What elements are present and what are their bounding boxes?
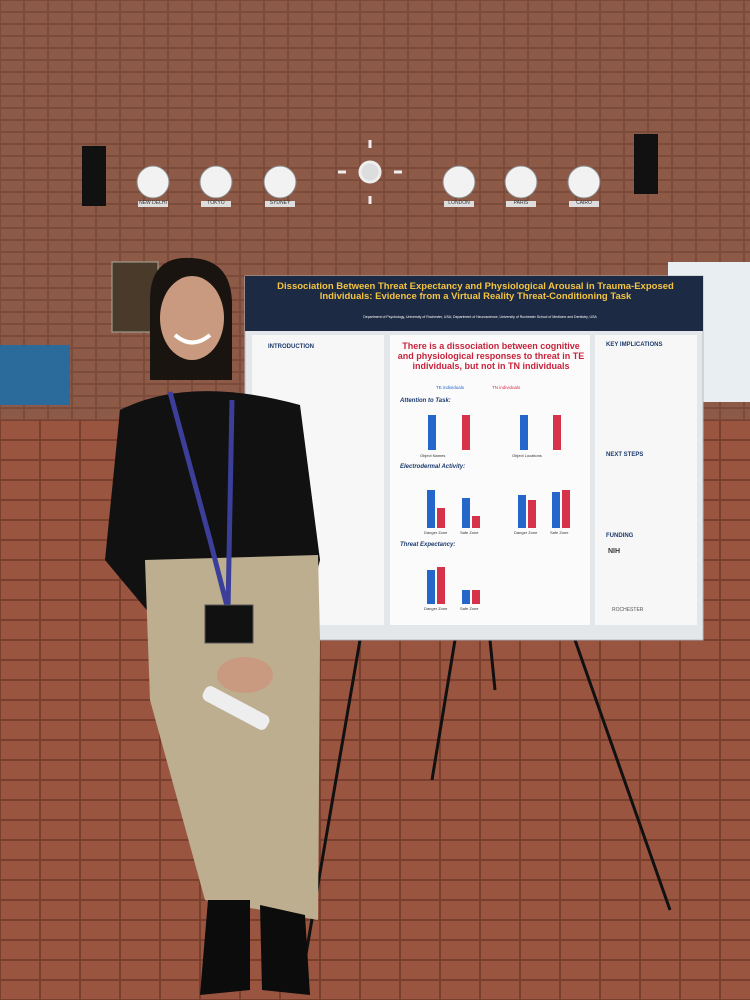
section-heading: KEY IMPLICATIONS — [606, 342, 663, 348]
poster-bars — [427, 415, 570, 604]
chart-label: Safe Zone — [460, 606, 479, 611]
chart-label: Danger Zone — [514, 530, 538, 535]
clock — [567, 165, 601, 199]
clock-label: PARIS — [506, 200, 536, 207]
chart-label: Safe Zone — [550, 530, 569, 535]
section-heading: INTRODUCTION — [268, 344, 314, 350]
chart-label: Danger Zone — [424, 606, 448, 611]
clock-label: SYDNEY — [265, 200, 295, 207]
legend-item: TE individuals — [436, 385, 465, 390]
clock — [263, 165, 297, 199]
speaker — [634, 134, 658, 194]
clock-label: CAIRO — [569, 200, 599, 207]
logo: ROCHESTER — [612, 607, 644, 613]
clock — [442, 165, 476, 199]
poster-column — [390, 335, 590, 625]
poster-affiliations: Department of Psychology, University of … — [363, 315, 597, 319]
chart-label: Safe Zone — [460, 530, 479, 535]
chart-heading: Attention to Task: — [400, 398, 451, 404]
speaker — [82, 146, 106, 206]
person — [105, 257, 320, 995]
clocks — [136, 165, 601, 199]
chart-label: Object Names — [420, 453, 446, 458]
clock-label: TOKYO — [201, 200, 231, 207]
clock — [136, 165, 170, 199]
clock — [504, 165, 538, 199]
section-heading: FUNDING — [606, 533, 634, 539]
poster-headline: There is a dissociation between cognitiv… — [397, 341, 585, 371]
chart-label: Danger Zone — [424, 530, 448, 535]
chart-heading: Electrodermal Activity: — [400, 464, 466, 470]
poster-header — [245, 276, 703, 331]
clock — [199, 165, 233, 199]
clock-label: NEW DELHI — [138, 200, 168, 207]
chairs — [0, 345, 70, 405]
clock-label: LONDON — [444, 200, 474, 207]
chart-heading: Threat Expectancy: — [400, 542, 456, 548]
legend-item: TN individuals — [492, 385, 521, 390]
center-clock — [338, 140, 402, 204]
section-heading: NEXT STEPS — [606, 452, 644, 458]
poster-column — [595, 335, 697, 625]
chart-label: Object Locations — [512, 453, 542, 458]
poster-title: Dissociation Between Threat Expectancy a… — [277, 281, 674, 303]
logo: NIH — [608, 548, 621, 555]
